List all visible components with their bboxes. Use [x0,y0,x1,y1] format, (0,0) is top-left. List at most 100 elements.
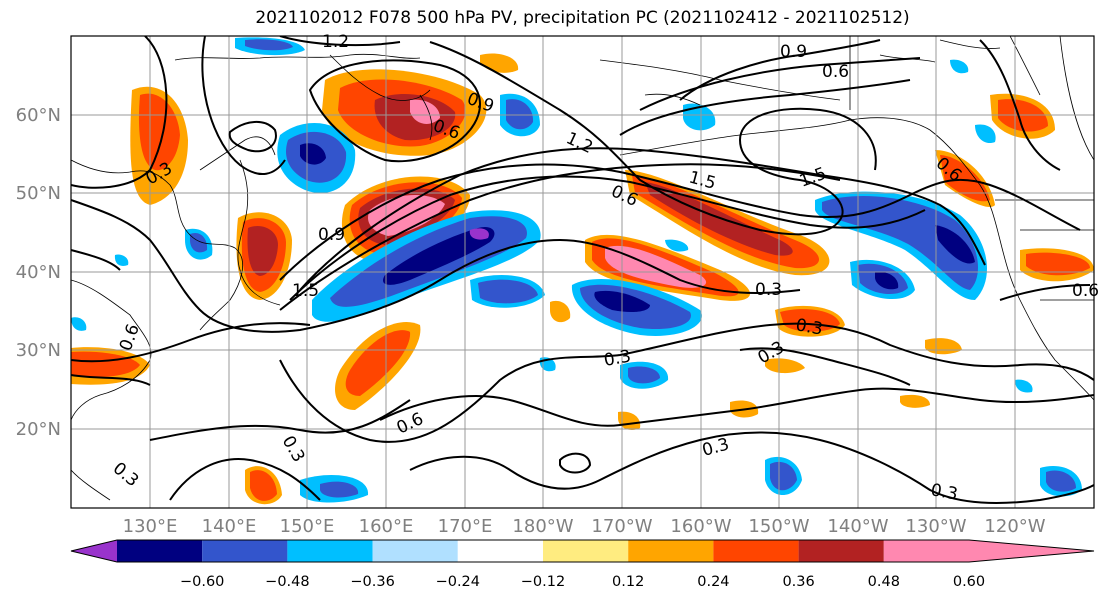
fill-patch [645,182,793,256]
contour-label: 0.9 [318,225,345,245]
fill-patch [1015,379,1033,393]
fill-patch [935,225,975,264]
colorbar-tick-label: −0.24 [436,574,480,590]
colorbar-tick-label: 0.48 [868,574,900,590]
colorbar: −0.60 −0.48 −0.36 −0.24 −0.12 0.12 0.24 … [70,539,1095,590]
pv-contour [619,79,911,136]
lat-axis: 60°N 50°N 40°N 30°N 20°N [16,105,61,440]
pv-contour [379,387,1094,427]
pv-contour-layer [71,36,1094,504]
pv-contour [149,399,411,441]
contour-label: 1.5 [292,281,319,301]
gridlines [71,36,1094,508]
lon-label: 170°W [591,516,652,537]
fill-patch [618,411,641,430]
pv-contour [289,175,926,301]
pv-contour [559,452,592,474]
colorbar-swatch [287,540,373,562]
lon-label: 130°W [905,516,966,537]
fill-patch [247,225,278,276]
fill-patch [245,39,293,51]
lon-label: 170°E [438,516,493,537]
pv-contour [429,41,877,236]
contour-label: 0.9 [780,42,807,62]
fill-patch [628,366,660,384]
colorbar-tick-label: 0.60 [953,574,985,590]
fill-patch [875,271,899,290]
fill-patch [478,279,538,304]
contour-label: 0.3 [929,480,959,504]
fill-patch [506,99,534,130]
colorbar-extend-right-tip [969,540,1094,562]
pv-contour [201,36,286,175]
lon-label: 140°W [827,516,888,537]
lat-label: 50°N [16,183,61,204]
coastline [419,94,433,141]
lon-label: 120°W [984,516,1045,537]
lon-label: 150°E [280,516,335,537]
colorbar-swatch [713,540,799,562]
lat-label: 60°N [16,105,61,126]
coastline [599,59,841,101]
fill-patch [114,254,129,266]
pv-contour [308,59,481,163]
fill-patch [71,317,87,331]
fill-patch [822,196,978,290]
fill-patch [550,300,571,323]
contour-label: 0.3 [278,433,309,466]
coastline [174,53,421,61]
contour-label: 0.6 [1072,281,1099,301]
pv-contour [279,163,841,311]
colorbar-tick-label: −0.48 [265,574,309,590]
pv-contour [71,249,121,271]
colorbar-tick-label: 0.24 [697,574,729,590]
contour-label: 0.6 [116,321,144,353]
fill-patch [765,358,805,374]
coastline [619,117,1094,401]
lon-label: 180°W [512,516,573,537]
pv-contour [279,322,1094,443]
contour-label: 0.6 [394,409,427,439]
pv-contour [279,163,1081,281]
lat-label: 30°N [16,340,61,361]
pv-contour [299,147,986,291]
colorbar-extend-left [71,540,117,562]
colorbar-swatch [883,540,969,562]
plot-frame [70,35,1095,509]
pv-contour [639,57,921,111]
pv-contour [279,36,401,47]
fill-patch [320,481,359,498]
coastline [237,159,281,306]
fill-patch [665,239,689,252]
lon-label: 160°E [359,516,414,537]
coastline [939,39,1001,49]
fill-patch [950,59,969,74]
contour-label: 1.2 [322,32,349,52]
colorbar-tick-label: 0.12 [612,574,644,590]
pv-contour [228,121,277,153]
pv-contour [169,458,321,501]
coastline [1059,36,1094,161]
coastline [71,159,243,331]
lat-label: 20°N [16,419,61,440]
contour-label: 0.3 [794,315,824,339]
lon-label: 140°E [202,516,257,537]
pv-contour [71,36,168,189]
pv-contour [999,284,1091,301]
colorbar-swatch [457,540,543,562]
fill-patch [250,470,277,501]
fill-patch [469,228,489,240]
fill-patch [1046,470,1076,492]
contour-label: 0.3 [755,280,782,300]
coastline [1009,36,1041,96]
pv-contour [71,322,311,363]
pv-contour [409,431,1094,504]
pv-contour [979,39,1061,171]
fill-patch [900,394,930,408]
precipitation-fill-layer [71,37,1094,505]
colorbar-swatch [543,540,629,562]
colorbar-tick-label: −0.60 [180,574,224,590]
lon-label: 150°W [748,516,809,537]
fill-patch [683,103,716,131]
